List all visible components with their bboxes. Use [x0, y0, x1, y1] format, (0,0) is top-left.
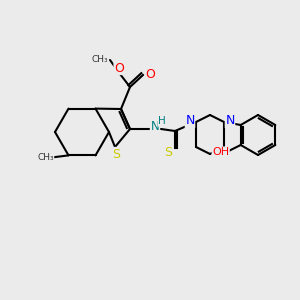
Text: N: N [151, 121, 159, 134]
Text: S: S [164, 146, 172, 160]
Text: N: N [185, 115, 195, 128]
Text: S: S [112, 148, 120, 160]
Text: H: H [158, 116, 166, 126]
Text: OH: OH [212, 147, 229, 157]
Text: O: O [145, 68, 155, 82]
Text: CH₃: CH₃ [37, 153, 54, 162]
Text: CH₃: CH₃ [92, 55, 108, 64]
Text: O: O [114, 61, 124, 74]
Text: N: N [225, 115, 235, 128]
